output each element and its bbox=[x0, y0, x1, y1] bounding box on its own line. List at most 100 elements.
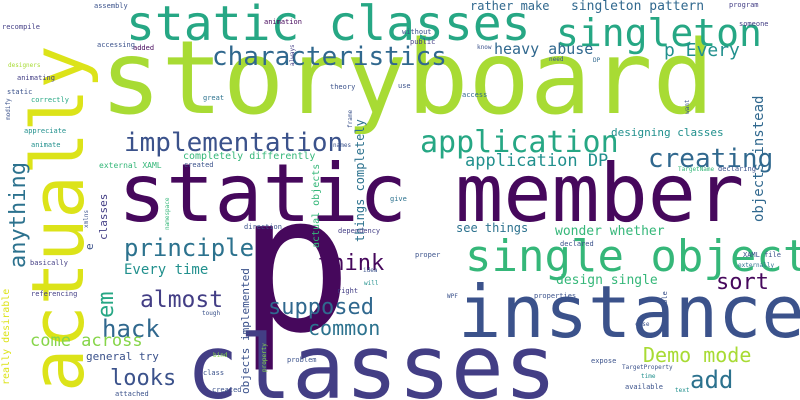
word-declared: declared bbox=[560, 240, 594, 248]
word-implementation: implementation bbox=[124, 128, 344, 158]
word-referencing: referencing bbox=[31, 290, 78, 298]
word-want: want bbox=[684, 99, 691, 114]
word-static-classes: static classes bbox=[126, 0, 531, 52]
word-designers: designers bbox=[8, 62, 41, 69]
word-time: time bbox=[641, 373, 656, 380]
word-targetproperty: TargetProperty bbox=[622, 364, 673, 371]
word-theory: theory bbox=[330, 83, 356, 91]
word-able: able bbox=[661, 291, 669, 308]
word-direction: direction bbox=[244, 223, 282, 231]
word-external-xaml: external XAML bbox=[99, 161, 162, 170]
word-animation: animation bbox=[264, 18, 302, 26]
word-em: em bbox=[94, 291, 119, 319]
word-expose: expose bbox=[591, 357, 617, 365]
word-appreciate: appreciate bbox=[24, 127, 67, 135]
word-things-completely: things completely bbox=[353, 119, 367, 242]
word-add: add bbox=[690, 366, 734, 394]
word-animate: animate bbox=[31, 141, 61, 149]
word-common: common bbox=[308, 316, 381, 340]
word-p-every: p Every bbox=[664, 40, 740, 61]
word-animating: animating bbox=[17, 74, 55, 82]
word-anything: anything bbox=[6, 162, 31, 268]
word-almost: almost bbox=[140, 287, 224, 313]
word-always: always bbox=[289, 44, 296, 66]
word-objects-instead: objects instead bbox=[751, 95, 767, 222]
word-basically: basically bbox=[30, 259, 68, 267]
word-see-things: see things bbox=[456, 221, 529, 235]
word-problem: problem bbox=[287, 356, 317, 364]
word-design-single: design single bbox=[556, 273, 658, 288]
word-sort: sort bbox=[716, 270, 769, 295]
word-storyboard: storyboard bbox=[100, 19, 715, 138]
word-case: case bbox=[635, 321, 650, 328]
word-great: great bbox=[203, 94, 225, 102]
word-static: static bbox=[7, 88, 33, 96]
word-hack: hack bbox=[102, 315, 160, 343]
word-p: p bbox=[238, 154, 353, 375]
word-class: class bbox=[203, 369, 225, 377]
word-externally: externally bbox=[738, 262, 775, 269]
word-proper: proper bbox=[415, 251, 441, 259]
word-names: names bbox=[333, 142, 352, 149]
word-completely-differently: completely differently bbox=[183, 151, 316, 162]
word-every-time: Every time bbox=[124, 262, 209, 278]
word-looks: looks bbox=[110, 366, 177, 391]
word-modify: modify bbox=[5, 98, 12, 120]
word-think: think bbox=[318, 251, 385, 276]
word-heavy-abuse: heavy abuse bbox=[494, 40, 594, 58]
word-access: access bbox=[462, 91, 488, 99]
word-wpf: WPF bbox=[447, 293, 458, 300]
word-idea: idea bbox=[363, 267, 378, 274]
word-principle: principle bbox=[124, 234, 255, 262]
word-program: program bbox=[729, 1, 759, 9]
word-right: right bbox=[337, 287, 359, 295]
word-accessing: accessing bbox=[97, 41, 135, 49]
word-public: public bbox=[410, 38, 436, 46]
word-will: will bbox=[364, 280, 379, 287]
word-general-try: general try bbox=[86, 350, 159, 363]
word-namespace: namespace bbox=[164, 197, 171, 230]
word-created: created bbox=[184, 161, 214, 169]
word-demo-mode: Demo mode bbox=[643, 343, 752, 367]
word-designing-classes: designing classes bbox=[611, 126, 724, 139]
word-correctly: correctly bbox=[31, 96, 69, 104]
word-declaring: declaring bbox=[718, 165, 756, 173]
word-need: need bbox=[549, 56, 564, 63]
word-rather-make: rather make bbox=[470, 0, 550, 13]
word-come-across: come across bbox=[30, 331, 143, 351]
word-use: use bbox=[398, 82, 411, 90]
word-singleton: singleton bbox=[556, 11, 762, 55]
word-objects-implemented: objects implemented bbox=[239, 268, 252, 394]
word-targetname: TargetName bbox=[678, 166, 715, 173]
word-single-objects: single objects bbox=[465, 231, 800, 282]
word-properties: properties bbox=[534, 292, 577, 300]
word-classes-small: classes bbox=[97, 193, 110, 240]
word-without: without bbox=[402, 28, 432, 36]
word-recompile: recompile bbox=[2, 23, 40, 31]
word-available: available bbox=[625, 383, 663, 391]
word-created-2: created bbox=[212, 386, 242, 394]
word-creating: creating bbox=[648, 144, 774, 174]
word-application-dp: application DP bbox=[465, 151, 609, 171]
word-e: e bbox=[83, 243, 96, 250]
word-application: application bbox=[420, 125, 619, 160]
word-give: give bbox=[390, 195, 407, 203]
word-tough: tough bbox=[202, 310, 221, 317]
word-added: added bbox=[133, 44, 155, 52]
word-dp: DP bbox=[593, 57, 601, 64]
word-frame: frame bbox=[347, 109, 354, 128]
word-xmlns: xmlns bbox=[83, 209, 90, 228]
word-text: text bbox=[675, 387, 690, 394]
word-supposed: supposed bbox=[268, 295, 374, 320]
word-characteristics: characteristics bbox=[212, 42, 447, 72]
word-someone: someone bbox=[739, 20, 769, 28]
word-actual-objects: actual objects bbox=[311, 163, 322, 248]
word-xaml-file: XAML file bbox=[743, 251, 781, 259]
word-property: property bbox=[261, 343, 268, 372]
word-classes-big: classes bbox=[186, 316, 557, 400]
word-really-desirable: really desirable bbox=[1, 288, 12, 385]
word-singleton-pattern: singleton pattern bbox=[571, 0, 705, 14]
word-static-member: static member bbox=[118, 147, 745, 240]
word-assembly: assembly bbox=[94, 2, 128, 10]
